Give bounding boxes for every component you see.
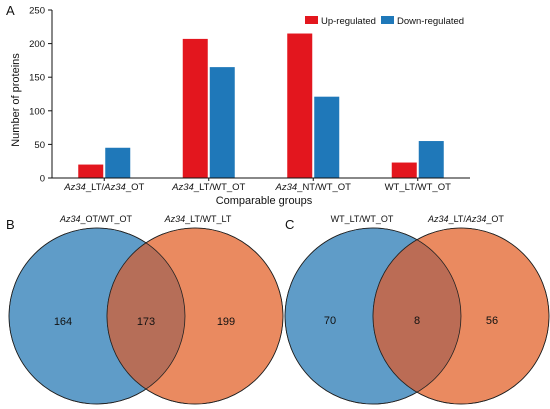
bar-down-1 bbox=[105, 147, 131, 178]
y-tick-label: 0 bbox=[40, 174, 45, 185]
y-axis-label: Number of proteins bbox=[10, 53, 22, 147]
venn-diagram-c: WT_LT/WT_OT Az34_LT/Az34_OT 70 8 56 bbox=[284, 214, 550, 405]
bar-down-3 bbox=[314, 96, 340, 178]
panel-label-b: B bbox=[6, 217, 15, 232]
bar-up-4 bbox=[391, 162, 417, 178]
venn-c-set-2-only: 56 bbox=[486, 315, 498, 327]
venn-b-set-2-only: 199 bbox=[217, 316, 235, 328]
x-tick-label: Az34_NT/WT_OT bbox=[275, 182, 352, 193]
bar-down-4 bbox=[418, 141, 444, 178]
venn-c-set-1-outline bbox=[284, 227, 462, 405]
venn-b-set-2-outline bbox=[106, 227, 284, 405]
x-tick-label: Az34_LT/WT_OT bbox=[171, 182, 245, 193]
panel-label-c: C bbox=[285, 217, 294, 232]
venn-diagram-b: Az34_OT/WT_OT Az34_LT/WT_LT 164 173 199 bbox=[8, 214, 284, 405]
y-tick-label: 200 bbox=[29, 39, 45, 50]
y-tick-label: 50 bbox=[34, 140, 45, 151]
venn-b-set-2-label: Az34_LT/WT_LT bbox=[164, 214, 232, 224]
legend-label-up-regulated: Up-regulated bbox=[321, 16, 376, 27]
legend-swatch-up-regulated bbox=[305, 16, 318, 24]
venn-c-set-2-label: Az34_LT/Az34_OT bbox=[427, 214, 504, 224]
x-ticks: Az34_LT/Az34_OT Az34_LT/WT_OT Az34_NT/WT_O… bbox=[63, 178, 451, 193]
venn-c-intersection: 8 bbox=[414, 315, 420, 327]
x-tick-label: WT_LT/WT_OT bbox=[385, 182, 452, 193]
legend-swatch-down-regulated bbox=[381, 16, 394, 24]
bar-up-3 bbox=[287, 33, 313, 178]
legend: Up-regulated Down-regulated bbox=[305, 16, 464, 27]
y-tick-label: 100 bbox=[29, 106, 45, 117]
panel-label-a: A bbox=[6, 3, 15, 18]
y-tick-label: 250 bbox=[29, 6, 45, 17]
y-ticks: 0 50 100 150 200 250 bbox=[29, 6, 52, 185]
venn-b-set-1-label: Az34_OT/WT_OT bbox=[59, 214, 133, 224]
venn-c-set-1-only: 70 bbox=[324, 315, 336, 327]
y-tick-label: 150 bbox=[29, 73, 45, 84]
bars bbox=[78, 33, 444, 179]
venn-c-set-2-outline bbox=[372, 227, 550, 405]
bar-chart: 0 50 100 150 200 250 Az34_LT/Az34_OT Az34_LT/W… bbox=[10, 6, 470, 207]
venn-c-overlap bbox=[373, 228, 461, 404]
legend-label-down-regulated: Down-regulated bbox=[397, 16, 464, 27]
venn-c-set-1-label: WT_LT/WT_OT bbox=[331, 214, 394, 224]
x-tick-label: Az34_LT/Az34_OT bbox=[63, 182, 144, 193]
bar-down-2 bbox=[209, 67, 235, 178]
venn-b-set-1-outline bbox=[8, 227, 186, 405]
venn-b-intersection: 173 bbox=[137, 316, 155, 328]
venn-b-set-1-only: 164 bbox=[54, 316, 72, 328]
venn-b-overlap bbox=[107, 228, 185, 404]
bar-up-1 bbox=[78, 164, 104, 178]
x-axis-label: Comparable groups bbox=[216, 195, 313, 207]
bar-up-2 bbox=[182, 38, 208, 179]
